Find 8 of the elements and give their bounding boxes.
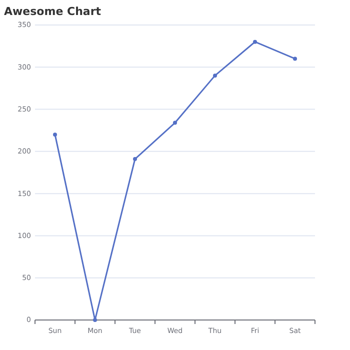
- point: [293, 56, 297, 61]
- point: [93, 318, 97, 322]
- point: [253, 40, 257, 44]
- point: [173, 120, 177, 125]
- chart-title: Awesome Chart: [4, 5, 102, 18]
- point: [53, 132, 57, 137]
- point: [133, 157, 137, 162]
- point: [213, 74, 217, 78]
